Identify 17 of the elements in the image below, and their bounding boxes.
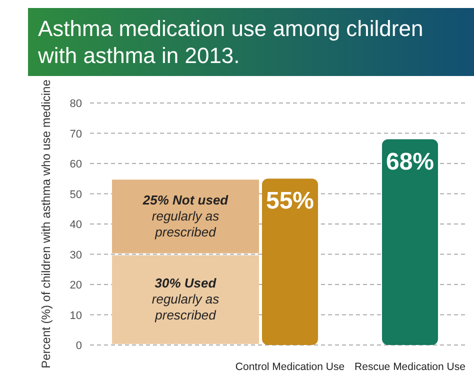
- y-tick-label: 30: [70, 249, 82, 262]
- series-label: 25% Not used regularly as prescribed: [142, 192, 230, 240]
- series-label: 30% Used regularly as prescribed: [152, 276, 220, 323]
- chart-title: Asthma medication use among children with asthma in 2013.: [37, 16, 424, 68]
- x-tick-label: Rescue Medication Use: [354, 361, 466, 373]
- data-label: 55%: [266, 188, 314, 215]
- x-tick-label: Control Medication Use: [235, 361, 345, 373]
- y-tick-label: 70: [70, 128, 82, 140]
- y-tick-label: 20: [70, 280, 82, 292]
- y-tick-label: 50: [70, 188, 82, 201]
- y-tick-label: 60: [70, 158, 82, 170]
- y-tick-label: 0: [76, 340, 82, 352]
- y-tick-label: 80: [70, 98, 82, 110]
- data-label: 68%: [386, 148, 434, 176]
- y-tick-label: 40: [70, 219, 82, 231]
- y-axis-title: Percent (%) of children with asthma who use medicine: [39, 79, 53, 368]
- y-tick-label: 10: [70, 310, 82, 322]
